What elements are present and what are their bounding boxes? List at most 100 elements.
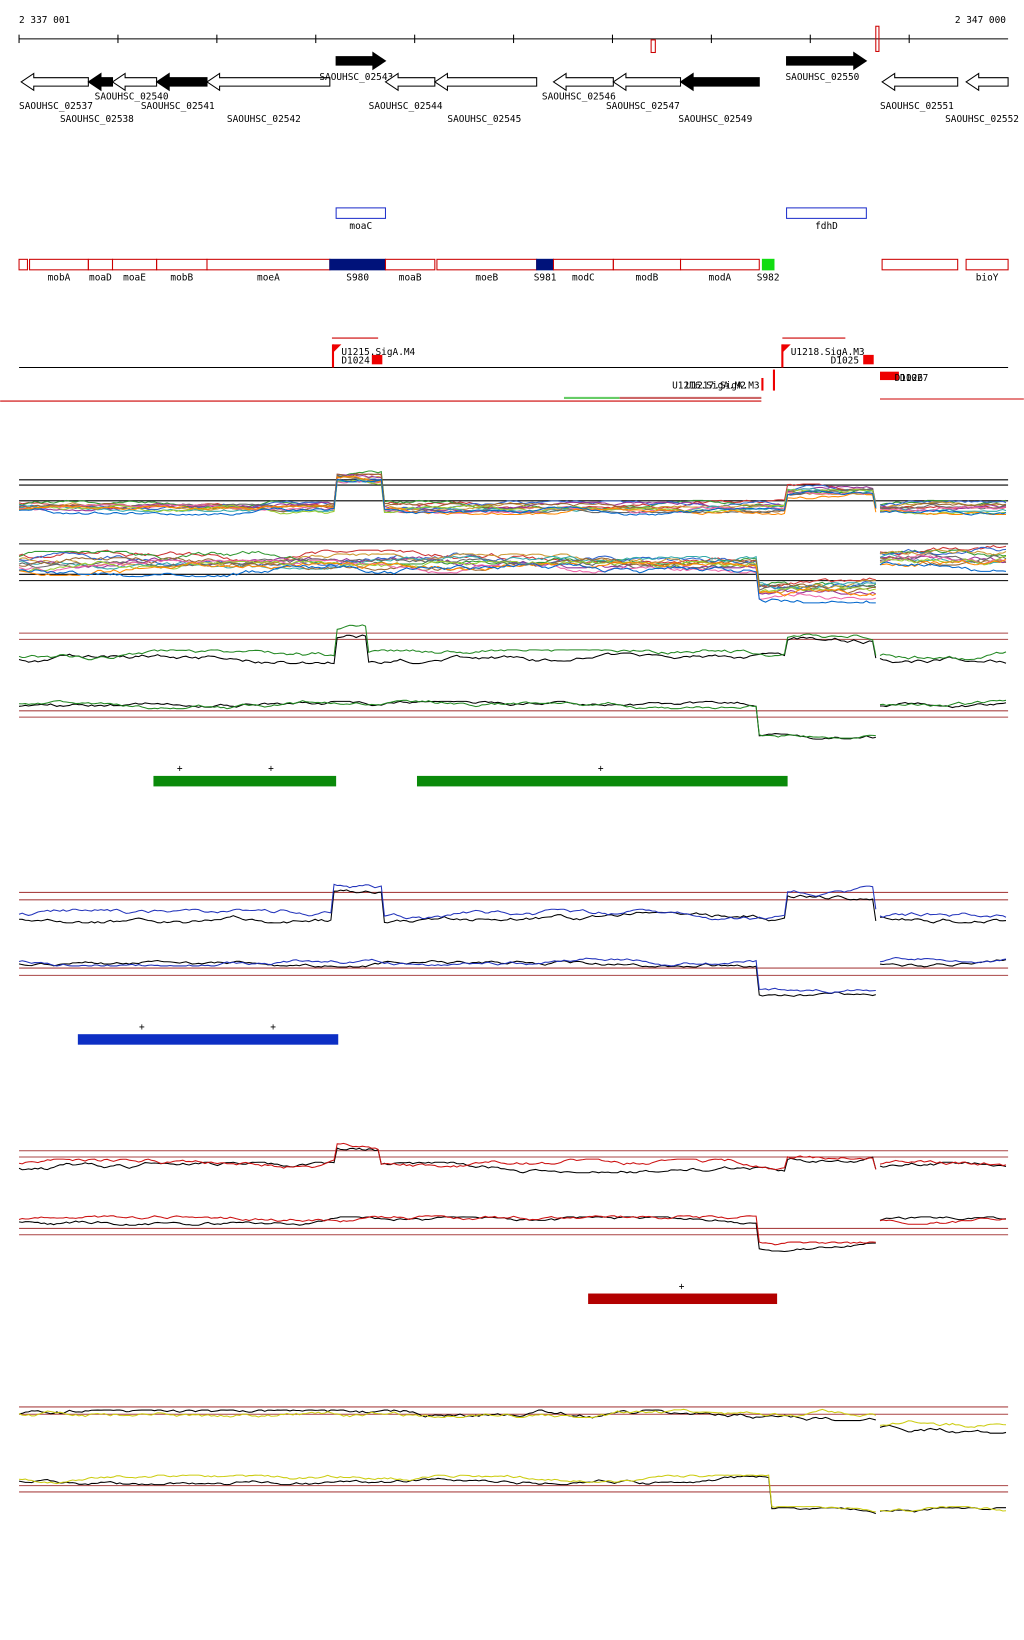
profile [18, 562, 877, 597]
label: SAOUHSC_02544 [369, 101, 443, 112]
feature [111, 258, 158, 271]
label: SAOUHSC_02543 [319, 72, 393, 83]
gene-arrow [20, 72, 89, 92]
region-bar [77, 1034, 339, 1045]
label: moeA [257, 272, 280, 283]
label: modC [572, 272, 595, 283]
profile [19, 478, 877, 516]
label: SAOUHSC_02540 [95, 92, 169, 103]
gene-arrow [881, 72, 959, 92]
label: D1027 [900, 373, 928, 384]
profile [18, 957, 876, 994]
profile [18, 559, 876, 600]
profile [879, 549, 1007, 557]
label: SAOUHSC_02550 [786, 72, 860, 83]
terminator [880, 371, 899, 381]
profile [879, 699, 1007, 707]
label: moeB [475, 272, 498, 283]
region-bar [153, 775, 337, 787]
profile [18, 1142, 877, 1171]
profile [18, 1409, 876, 1422]
terminator [863, 354, 874, 365]
label: moaC [349, 221, 372, 232]
label: + [598, 764, 604, 775]
label: + [139, 1022, 145, 1033]
profile [880, 503, 1007, 510]
terminator [371, 354, 383, 365]
gene-arrow [786, 51, 868, 71]
label: SAOUHSC_02547 [606, 101, 680, 112]
profile [879, 556, 1007, 566]
profile [879, 561, 1007, 572]
profile [879, 1424, 1007, 1434]
gene-arrow [206, 72, 331, 92]
box [786, 207, 867, 219]
promoter [332, 344, 342, 353]
profile [879, 505, 1007, 512]
label: S982 [757, 272, 780, 283]
profile [879, 1506, 1007, 1513]
profile [18, 1215, 876, 1246]
feature [881, 258, 959, 271]
profile [879, 1507, 1006, 1513]
profile [879, 1216, 1007, 1221]
profile [18, 1408, 877, 1418]
label: SAOUHSC_02549 [678, 114, 752, 125]
gene-arrow [111, 72, 158, 92]
profile [18, 563, 876, 604]
region-bar [588, 1293, 778, 1305]
feature [87, 258, 114, 271]
label: D1026 [895, 373, 924, 384]
profile [18, 1147, 877, 1174]
label: 2 337 001 [19, 15, 70, 26]
feature [206, 258, 331, 271]
label: U1215.SigA.M4 [341, 347, 415, 358]
label: S981 [534, 272, 557, 283]
gene-arrow [87, 72, 114, 92]
profile [18, 1475, 876, 1515]
gene-arrow [679, 72, 760, 92]
feature [156, 258, 208, 271]
label: mobA [48, 272, 71, 283]
profile [19, 889, 877, 924]
label: U1216.SigA.M2 [672, 380, 746, 391]
feature [552, 258, 614, 271]
profile [879, 548, 1007, 556]
profile [879, 1159, 1007, 1167]
label: bioY [976, 272, 999, 283]
promoter [782, 344, 791, 353]
feature [965, 258, 1009, 271]
label: D1025 [831, 355, 859, 366]
label: U1218.SigA.M3 [791, 347, 865, 358]
profile [19, 700, 876, 740]
feature [384, 258, 436, 271]
gene-arrow [965, 72, 1009, 92]
gene-arrow [155, 72, 208, 92]
label: moaB [399, 272, 422, 283]
feature [761, 258, 775, 271]
profile [879, 916, 1007, 924]
profile [19, 556, 877, 595]
label: mobB [170, 272, 193, 283]
profile [879, 503, 1007, 510]
profile [879, 499, 1007, 507]
label: + [177, 764, 183, 775]
profile [879, 555, 1007, 566]
profile [18, 883, 877, 921]
label: SAOUHSC_02537 [19, 101, 93, 112]
profile [879, 1420, 1007, 1428]
label: SAOUHSC_02552 [945, 114, 1019, 125]
label: fdhD [815, 221, 838, 232]
marker [650, 39, 656, 54]
label: 2 347 000 [955, 15, 1006, 26]
profile [18, 634, 877, 665]
feature [329, 258, 387, 271]
gene-arrow [335, 51, 387, 71]
label: U1217.SigA.M3 [686, 380, 760, 391]
profile [19, 476, 877, 516]
label: modB [636, 272, 659, 283]
feature [536, 258, 554, 271]
label: moaE [123, 272, 146, 283]
profile [19, 699, 876, 739]
profile [879, 546, 1007, 556]
